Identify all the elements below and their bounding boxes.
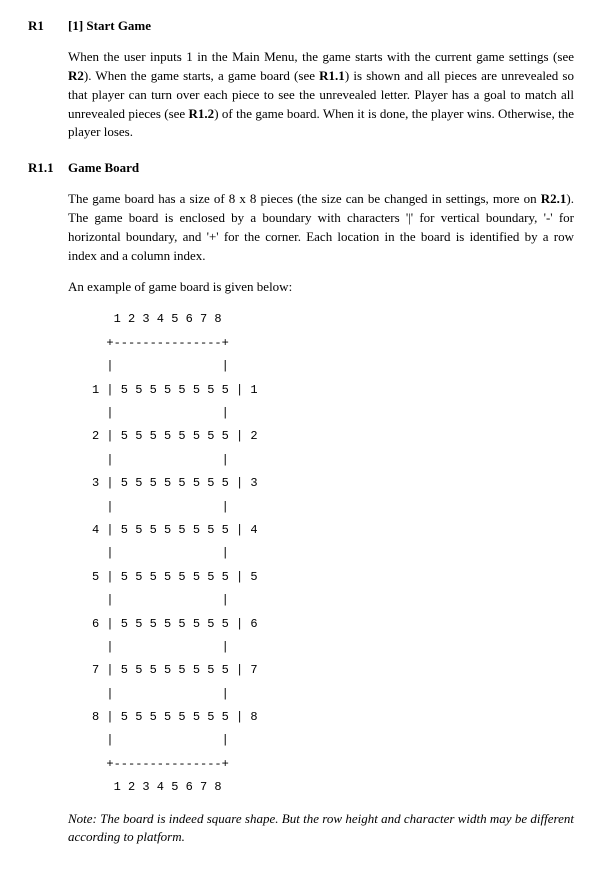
body-text: The game board has a size of 8 x 8 piece… [68, 191, 541, 206]
body-text: ). When the game starts, a game board (s… [84, 68, 319, 83]
game-board-ascii: 1 2 3 4 5 6 7 8 +---------------+ | | 1 … [92, 308, 574, 799]
section-body-r1-1: The game board has a size of 8 x 8 piece… [68, 190, 574, 847]
bold-text: R2.1 [541, 191, 567, 206]
section-body-r1: When the user inputs 1 in the Main Menu,… [68, 48, 574, 142]
section-title: [1] Start Game [68, 18, 151, 34]
paragraph-r1: When the user inputs 1 in the Main Menu,… [68, 48, 574, 142]
section-header-r1-1: R1.1 Game Board [28, 160, 574, 176]
body-text: When the user inputs 1 in the Main Menu,… [68, 49, 574, 64]
section-id: R1 [28, 18, 68, 34]
paragraph-r1-1-a: The game board has a size of 8 x 8 piece… [68, 190, 574, 265]
section-title: Game Board [68, 160, 139, 176]
section-r1: R1 [1] Start Game When the user inputs 1… [28, 18, 574, 142]
section-r1-1: R1.1 Game Board The game board has a siz… [28, 160, 574, 847]
note-text: Note: The board is indeed square shape. … [68, 810, 574, 848]
paragraph-r1-1-b: An example of game board is given below: [68, 278, 574, 297]
section-id: R1.1 [28, 160, 68, 176]
bold-text: R1.1 [319, 68, 345, 83]
bold-text: R1.2 [189, 106, 215, 121]
bold-text: R2 [68, 68, 84, 83]
section-header-r1: R1 [1] Start Game [28, 18, 574, 34]
